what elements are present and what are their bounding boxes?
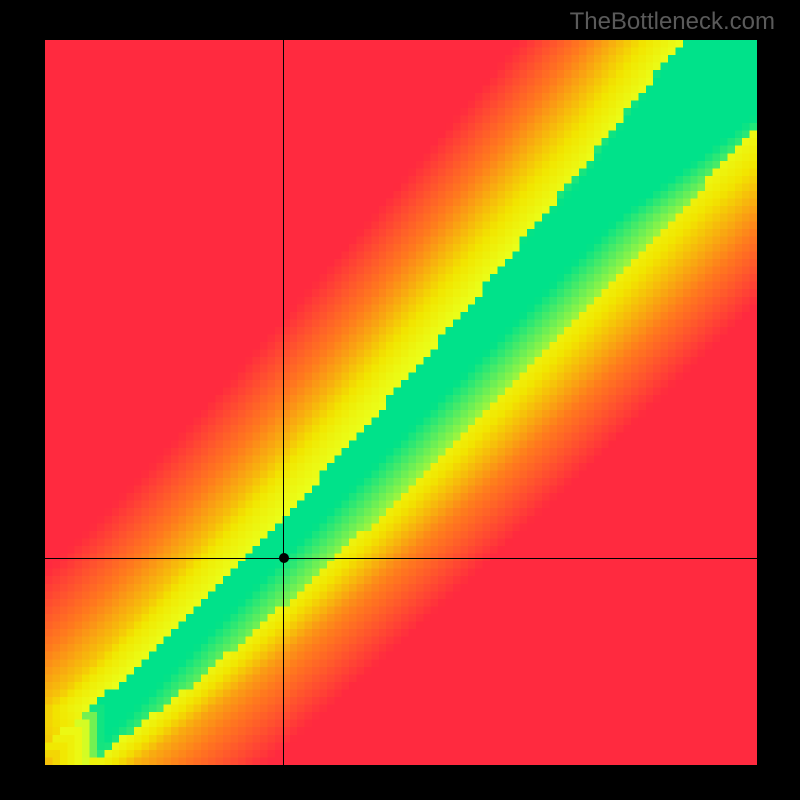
plot-area (45, 40, 757, 765)
heatmap-canvas (45, 40, 757, 765)
crosshair-vertical (283, 40, 284, 765)
chart-container: TheBottleneck.com (0, 0, 800, 800)
crosshair-marker (279, 553, 289, 563)
watermark-text: TheBottleneck.com (570, 8, 775, 36)
crosshair-horizontal (45, 558, 757, 559)
